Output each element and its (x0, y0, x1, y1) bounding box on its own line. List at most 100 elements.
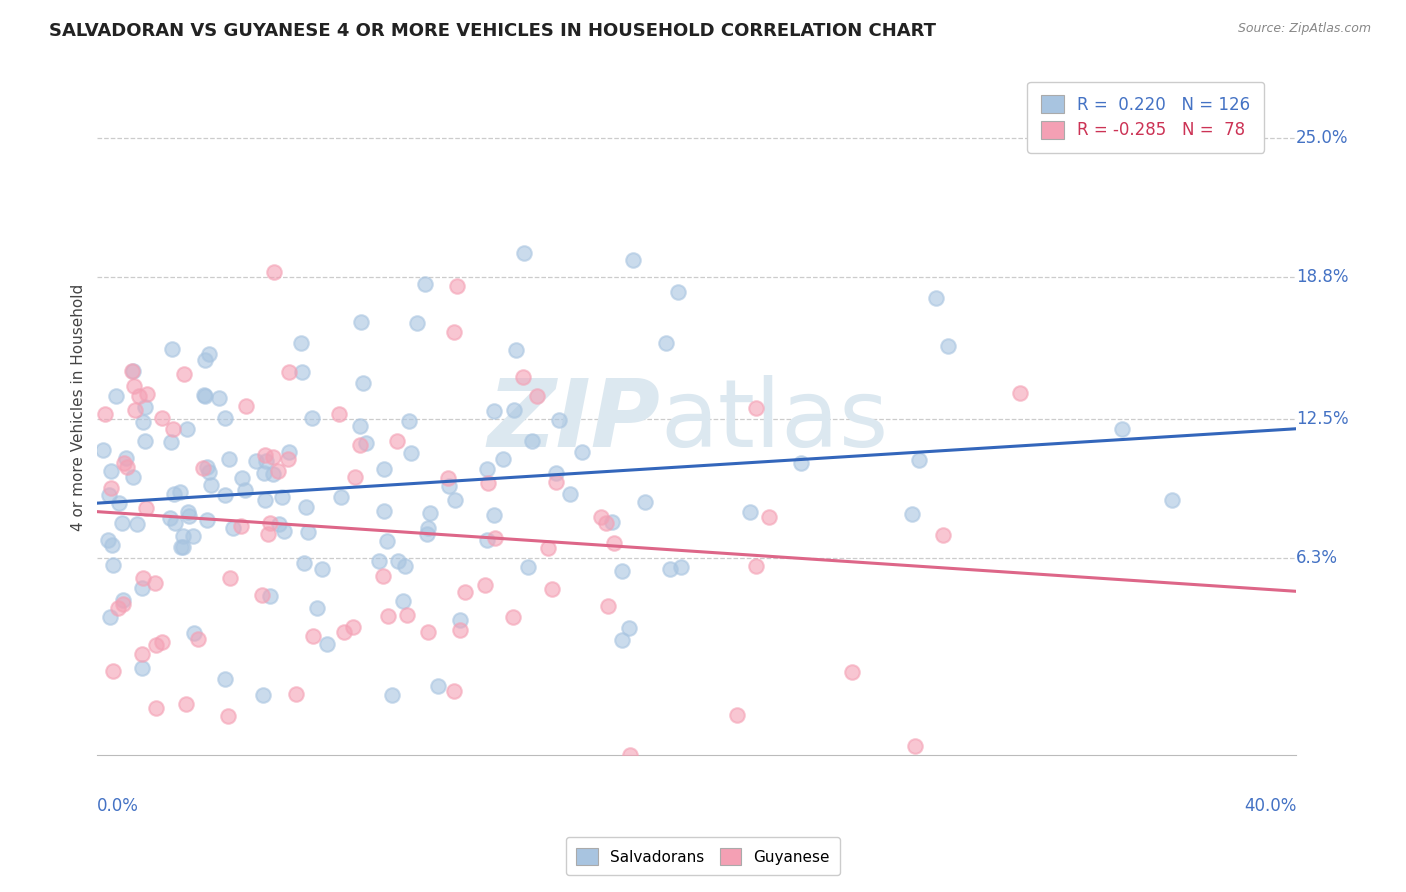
Point (619, 748, 641, 763)
Point (307, 601, 329, 615)
Point (621, 253, 644, 268)
Point (195, 513, 218, 527)
Point (101, 558, 124, 573)
Point (115, 459, 138, 474)
Text: atlas: atlas (661, 376, 889, 467)
Point (375, 534, 398, 549)
Point (219, 571, 242, 585)
Point (591, 509, 613, 524)
Point (444, 493, 467, 508)
Point (136, 387, 159, 401)
Point (342, 620, 364, 634)
Point (758, 509, 780, 524)
Point (183, 625, 205, 640)
Point (131, 581, 153, 595)
Point (253, 466, 276, 480)
Point (1010, 386, 1032, 401)
Point (160, 342, 183, 356)
Point (352, 376, 374, 390)
Point (329, 490, 352, 504)
Point (150, 635, 173, 649)
Point (596, 599, 619, 614)
Point (169, 540, 191, 554)
Point (159, 434, 181, 449)
Point (484, 404, 506, 418)
Point (477, 476, 499, 491)
Point (454, 584, 477, 599)
Point (93, 408, 115, 422)
Text: 18.8%: 18.8% (1296, 268, 1348, 286)
Legend: Salvadorans, Guyanese: Salvadorans, Guyanese (565, 838, 841, 875)
Point (107, 600, 129, 615)
Point (277, 451, 299, 466)
Point (398, 414, 420, 428)
Point (437, 478, 460, 492)
Point (619, 621, 641, 635)
Point (328, 407, 350, 421)
Point (245, 454, 267, 468)
Point (392, 594, 415, 608)
Point (112, 597, 135, 611)
Point (437, 471, 460, 485)
Point (908, 453, 931, 467)
Point (373, 504, 395, 518)
Point (371, 569, 394, 583)
Point (349, 418, 371, 433)
Point (269, 517, 291, 532)
Point (666, 285, 689, 299)
Point (194, 353, 217, 368)
Point (745, 401, 768, 416)
Point (547, 413, 569, 427)
Point (254, 454, 277, 468)
Point (278, 365, 301, 379)
Point (105, 389, 128, 403)
Point (658, 562, 681, 576)
Point (179, 509, 201, 524)
Point (655, 336, 678, 351)
Point (159, 511, 181, 525)
Point (100, 464, 122, 478)
Legend: R =  0.220   N = 126, R = -0.285   N =  78: R = 0.220 N = 126, R = -0.285 N = 78 (1028, 82, 1264, 153)
Point (936, 339, 959, 353)
Point (221, 521, 243, 535)
Point (134, 434, 156, 448)
Point (191, 460, 214, 475)
Point (132, 415, 155, 429)
Point (350, 315, 373, 329)
Point (173, 367, 195, 381)
Point (294, 500, 316, 515)
Point (416, 521, 439, 535)
Point (198, 347, 221, 361)
Point (254, 448, 277, 462)
Point (546, 475, 568, 490)
Point (395, 607, 418, 622)
Point (526, 389, 548, 403)
Point (595, 516, 617, 530)
Point (387, 554, 409, 568)
Point (924, 291, 946, 305)
Point (297, 524, 319, 539)
Point (541, 582, 564, 596)
Point (520, 434, 543, 448)
Point (111, 516, 134, 530)
Point (174, 697, 197, 711)
Point (449, 613, 471, 627)
Point (194, 389, 217, 403)
Point (150, 411, 173, 425)
Point (134, 400, 156, 414)
Point (612, 632, 634, 647)
Point (195, 459, 218, 474)
Point (115, 450, 138, 465)
Point (193, 387, 215, 401)
Point (143, 576, 166, 591)
Point (218, 452, 240, 467)
Point (634, 495, 657, 509)
Point (603, 536, 626, 550)
Point (311, 562, 333, 576)
Point (162, 422, 184, 436)
Point (449, 623, 471, 637)
Text: ZIP: ZIP (488, 376, 661, 467)
Point (394, 558, 416, 573)
Point (127, 517, 149, 532)
Point (399, 446, 422, 460)
